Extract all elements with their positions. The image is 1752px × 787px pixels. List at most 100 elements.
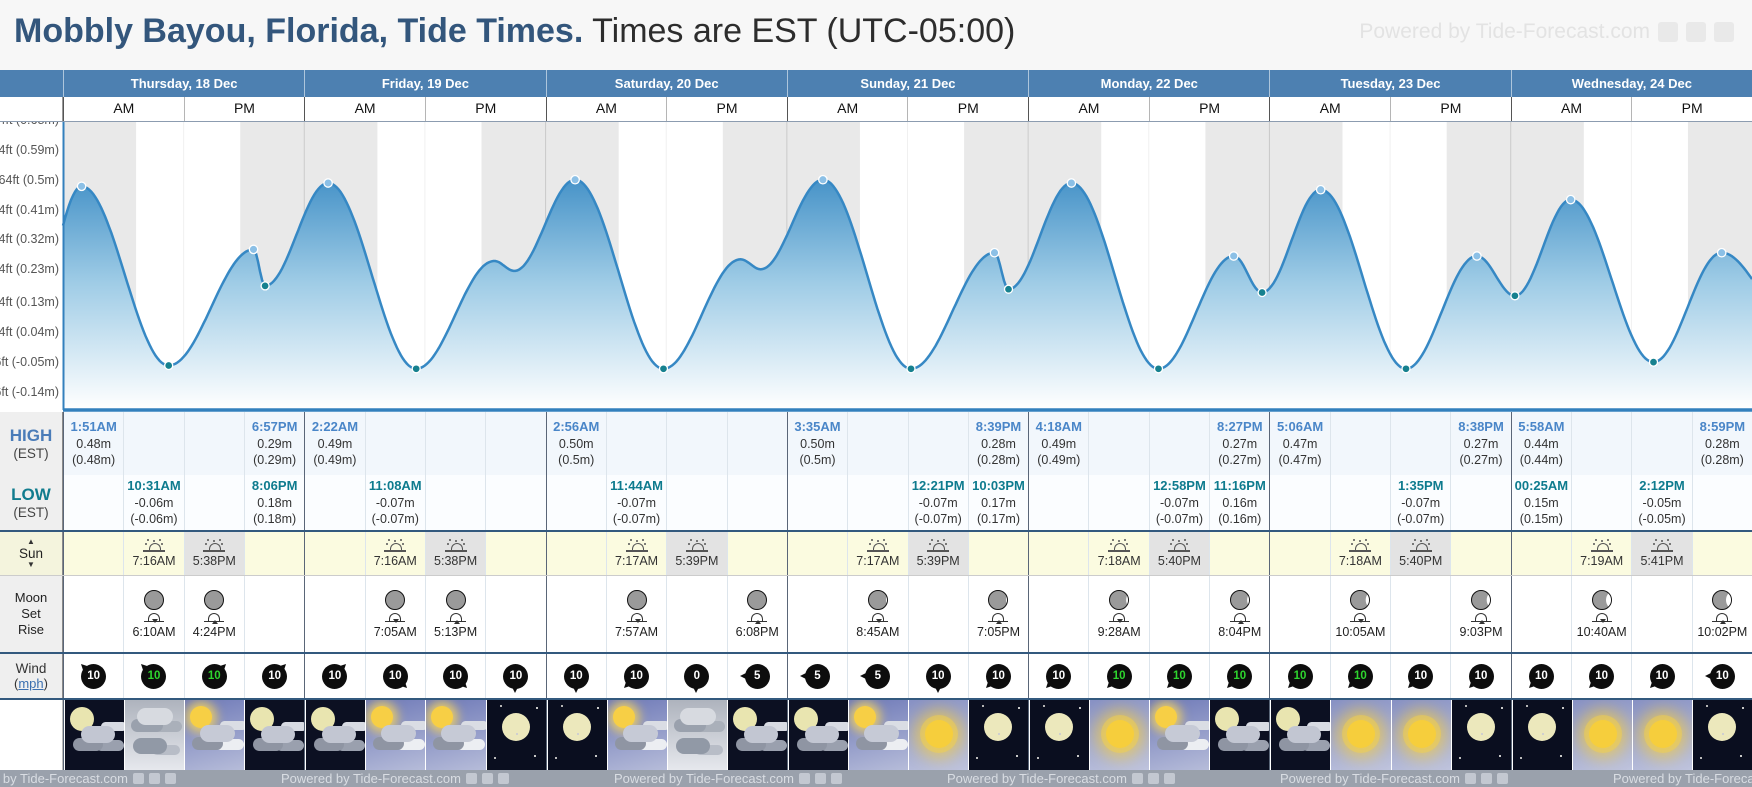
footer-share-icon[interactable]	[465, 773, 477, 784]
wind-speed-icon: 10	[1402, 663, 1434, 694]
footer-info-icon[interactable]	[1496, 773, 1508, 784]
quarter-cell: 10	[1329, 654, 1390, 698]
sunset-icon	[1168, 539, 1191, 552]
quarter-cell	[1571, 412, 1631, 475]
footer-powered-by-text[interactable]: Powered by Tide-Forecast.com	[1280, 771, 1460, 786]
wind-speed-value: 10	[1046, 663, 1072, 689]
quarter-cell: 10	[1148, 654, 1209, 698]
moonset-icon	[867, 612, 888, 623]
quarter-cell	[1450, 532, 1510, 575]
share-icon[interactable]	[1658, 22, 1678, 42]
quarter-cell: 4:24PM	[183, 576, 244, 652]
y-axis-tick: 1.34ft (0.41m)	[0, 202, 59, 217]
day-header-cell: Wednesday, 24 Dec	[1510, 70, 1752, 97]
quarter-cell	[1571, 475, 1631, 530]
powered-by-link[interactable]: Powered by Tide-Forecast.com	[1359, 20, 1734, 44]
footer-embed-icon[interactable]	[1147, 773, 1159, 784]
wind-speed-icon: 10	[261, 657, 292, 690]
low-tide-time: 10:03PM	[972, 478, 1025, 494]
footer-info-icon[interactable]	[830, 773, 842, 784]
y-axis-tick: 1.04ft (0.32m)	[0, 232, 59, 247]
wind-speed-icon: 10	[563, 663, 590, 697]
high-tide-time: 2:22AM	[311, 419, 359, 435]
sunrise-time: 7:16AM	[373, 553, 417, 568]
footer-share-icon[interactable]	[1131, 773, 1143, 784]
low-tide-height: 0.15m	[1523, 495, 1559, 510]
low-tide-entry: 12:21PM -0.07m (-0.07m)	[912, 478, 965, 527]
low-tide-height: 0.18m	[257, 495, 293, 510]
footer-share-icon[interactable]	[1464, 773, 1476, 784]
footer-embed-icon[interactable]	[814, 773, 826, 784]
weather-icon-day-cloudy	[848, 700, 908, 770]
quarter-cell: 7:57AM	[605, 576, 666, 652]
footer-share-icon[interactable]	[798, 773, 810, 784]
footer-powered-by-link[interactable]: Powered by Tide-Forecast.com	[281, 771, 509, 786]
wind-direction-arrow-icon	[796, 671, 808, 680]
wind-direction-arrow-icon	[458, 679, 473, 694]
quarter-cell	[305, 700, 366, 770]
footer-powered-by-text[interactable]: Powered by Tide-Forecast.com	[1613, 771, 1752, 786]
info-icon[interactable]	[1714, 22, 1734, 42]
low-tide-row-label: LOW (EST)	[0, 475, 63, 530]
sunrise-block: 7:16AM	[132, 539, 176, 568]
footer-powered-by-text[interactable]: Powered by Tide-Forecast.com	[281, 771, 461, 786]
quarter-cell	[123, 412, 183, 475]
footer-info-icon[interactable]	[497, 773, 509, 784]
sun-row-label[interactable]: ▲ Sun ▼	[0, 532, 63, 575]
low-tide-height-datum: (0.18m)	[253, 511, 297, 526]
quarter-cell: 10	[1390, 654, 1450, 698]
quarter-cell	[666, 576, 726, 652]
high-tide-height-datum: (0.47m)	[1278, 452, 1322, 467]
am-header-cell: AM	[1561, 100, 1582, 116]
quarter-cell: 10	[364, 654, 425, 698]
low-tide-height: 0.17m	[981, 495, 1016, 510]
wind-direction-arrow-icon	[692, 684, 701, 697]
quarter-cell	[1511, 700, 1572, 770]
quarter-cell: 10	[183, 654, 244, 698]
moon-phase-icon	[1591, 589, 1612, 610]
wind-speed-value: 10	[563, 663, 589, 689]
footer-share-icon[interactable]	[132, 773, 144, 784]
high-tide-height: 0.44m	[1523, 436, 1559, 451]
moonrise-icon	[747, 612, 768, 624]
moonset-icon	[626, 612, 647, 623]
quarter-cell: 10	[123, 654, 183, 698]
mph-link[interactable]: mph	[18, 676, 44, 691]
footer-embed-icon[interactable]	[481, 773, 493, 784]
day-column: 1:35PM -0.07m (-0.07m)	[1269, 475, 1510, 530]
footer-powered-by-text[interactable]: Powered by Tide-Forecast.com	[0, 771, 128, 786]
quarter-cell	[1088, 475, 1148, 530]
footer-powered-by-text[interactable]: Powered by Tide-Forecast.com	[614, 771, 794, 786]
sunrise-icon	[1590, 539, 1613, 552]
moonset-icon	[143, 612, 164, 623]
low-tide-time: 1:35PM	[1397, 478, 1444, 494]
footer-powered-by-link[interactable]: Powered by Tide-Forecast.com	[947, 771, 1175, 786]
sunrise-icon	[625, 539, 648, 552]
y-axis-tick: -0.46ft (-0.14m)	[0, 385, 59, 399]
quarter-cell	[1270, 576, 1329, 652]
weather-icon-night-cloudy	[788, 700, 848, 770]
footer-info-icon[interactable]	[1163, 773, 1175, 784]
quarter-cell	[666, 475, 726, 530]
moonrise-time: 6:08PM	[735, 624, 779, 639]
embed-icon[interactable]	[1686, 22, 1706, 42]
footer-embed-icon[interactable]	[1480, 773, 1492, 784]
day-column: 5:06AM 0.47m (0.47m) 8:38PM 0.27m (0.27m)	[1269, 412, 1510, 475]
quarter-cell	[1450, 475, 1510, 530]
footer-info-icon[interactable]	[164, 773, 176, 784]
footer-powered-by-link[interactable]: Powered by Tide-Forecast.com	[0, 771, 176, 786]
quarter-cell: 7:17AM	[847, 532, 907, 575]
wind-speed-icon: 10	[201, 657, 232, 690]
quarter-cell	[64, 700, 125, 770]
footer-powered-by-text[interactable]: Powered by Tide-Forecast.com	[947, 771, 1127, 786]
quarter-cell	[1089, 700, 1150, 770]
day-column: 9:28AM 8:04PM	[1028, 576, 1269, 652]
footer-powered-by-link[interactable]: Powered by Tide-Forecast.com	[614, 771, 842, 786]
footer-embed-icon[interactable]	[148, 773, 160, 784]
quarter-cell	[788, 576, 847, 652]
powered-by-text[interactable]: Powered by Tide-Forecast.com	[1359, 20, 1650, 43]
footer-powered-by-link[interactable]: Powered by Tide-Forecast.com	[1280, 771, 1508, 786]
footer-powered-by-link[interactable]: Powered by Tide-Forecast.com	[1613, 771, 1752, 786]
moonrise-icon	[1712, 612, 1733, 624]
quarter-cell: 5:39PM	[907, 532, 968, 575]
